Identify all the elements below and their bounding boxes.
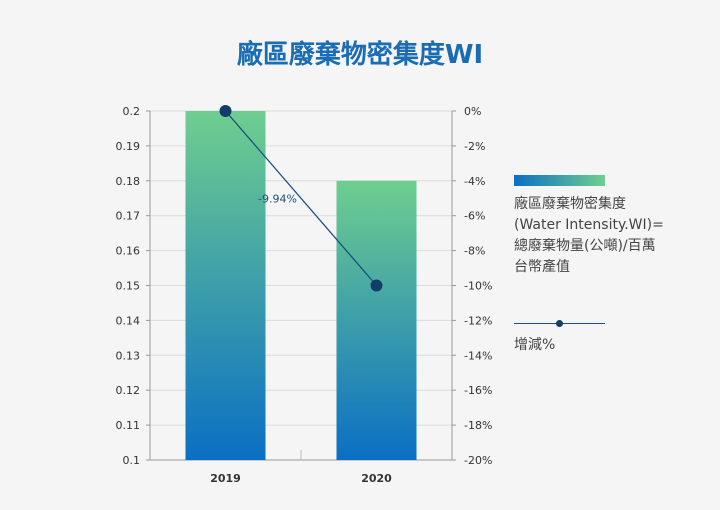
y-right-tick-label: 0% [464, 105, 481, 118]
y-left-tick-label: 0.1 [123, 454, 141, 467]
line-point [370, 279, 383, 292]
y-left-tick-label: 0.19 [116, 140, 141, 153]
y-right-tick-label: -12% [464, 314, 492, 327]
y-right-tick-label: -16% [464, 384, 492, 397]
x-tick-label: 2020 [361, 472, 392, 485]
y-left-tick-label: 0.13 [116, 349, 141, 362]
x-tick-label: 2019 [210, 472, 241, 485]
y-right-tick-label: -8% [464, 245, 485, 258]
y-left-tick-label: 0.18 [116, 175, 141, 188]
bar-series [185, 111, 417, 461]
y-left-tick-label: 0.17 [116, 210, 141, 223]
chart-title: 廠區廢棄物密集度WI [236, 40, 484, 70]
y-left-tick-label: 0.14 [116, 314, 141, 327]
y-left-tick-label: 0.15 [116, 280, 141, 293]
y-left-tick-label: 0.12 [116, 384, 141, 397]
change-annotation: -9.94% [258, 192, 297, 205]
y-right-tick-label: -10% [464, 280, 492, 293]
bar [336, 180, 417, 461]
line-segment [225, 110, 377, 286]
legend-line-label: 增減% [514, 337, 556, 353]
line-series [219, 105, 383, 292]
y-right-tick-label: -14% [464, 349, 492, 362]
legend-bar-swatch [514, 175, 605, 186]
tick-labels: 0.2 0.19 0.18 0.17 0.16 0.15 0.14 0.13 0.12 0.11 0… [116, 105, 493, 485]
line-point [219, 105, 232, 117]
legend-line-swatch [514, 318, 605, 330]
y-left-tick-label: 0.2 [123, 105, 141, 118]
y-right-tick-label: -6% [464, 210, 485, 223]
y-right-tick-label: -18% [464, 419, 492, 432]
y-right-tick-label: -2% [464, 140, 485, 153]
legend-bar-label: 廠區廢棄物密集度 (Water Intensity.WI)= 總廢棄物量(公噸)… [514, 196, 664, 275]
y-right-tick-label: -4% [464, 175, 485, 188]
y-left-tick-label: 0.16 [116, 245, 141, 258]
bar [185, 111, 266, 460]
y-right-tick-label: -20% [464, 454, 492, 467]
y-left-tick-label: 0.11 [116, 419, 141, 432]
legend: 廠區廢棄物密集度 (Water Intensity.WI)= 總廢棄物量(公噸)… [514, 175, 714, 354]
